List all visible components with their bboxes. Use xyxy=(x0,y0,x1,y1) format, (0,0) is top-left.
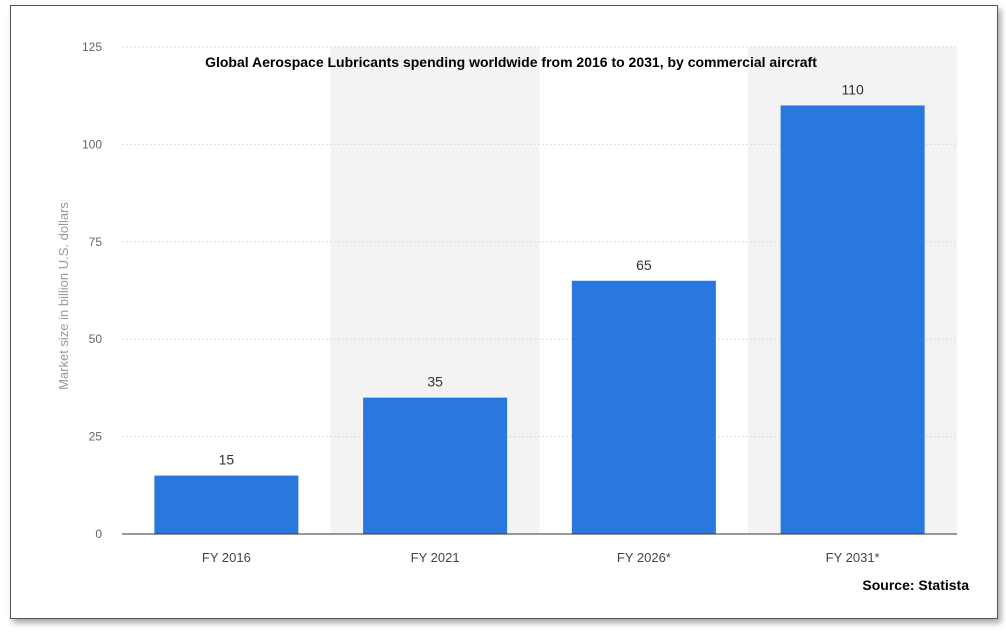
bar xyxy=(571,280,716,534)
source-note: Source: Statista xyxy=(862,577,969,593)
x-tick-label: FY 2026* xyxy=(617,550,671,565)
data-labels: 15 35 65 110 xyxy=(219,81,864,467)
y-tick-label: 50 xyxy=(89,332,103,346)
y-tick-label: 125 xyxy=(82,40,102,54)
y-axis-label: Market size in billion U.S. dollars xyxy=(56,202,71,390)
bars xyxy=(154,105,925,534)
chart-frame: 0 25 50 75 100 125 15 35 65 110 FY 2016 FY 2021 FY… xyxy=(10,5,998,619)
bar xyxy=(154,475,299,534)
gridlines xyxy=(122,46,957,438)
y-tick-label: 75 xyxy=(89,235,103,249)
data-label: 35 xyxy=(427,374,443,390)
y-tick-label: 0 xyxy=(95,527,102,541)
bar xyxy=(780,105,925,534)
x-tick-label: FY 2031* xyxy=(826,550,880,565)
data-label: 110 xyxy=(841,81,864,97)
y-tick-label: 100 xyxy=(82,137,102,151)
x-tick-label: FY 2021 xyxy=(411,550,460,565)
data-label: 65 xyxy=(636,257,652,273)
x-tick-label: FY 2016 xyxy=(202,550,251,565)
bar xyxy=(363,397,508,534)
x-axis-ticks: FY 2016 FY 2021 FY 2026* FY 2031* xyxy=(202,550,880,565)
y-tick-label: 25 xyxy=(89,430,103,444)
y-axis-ticks: 0 25 50 75 100 125 xyxy=(82,40,102,541)
data-label: 15 xyxy=(219,452,235,468)
chart-title: Global Aerospace Lubricants spending wor… xyxy=(205,54,817,70)
